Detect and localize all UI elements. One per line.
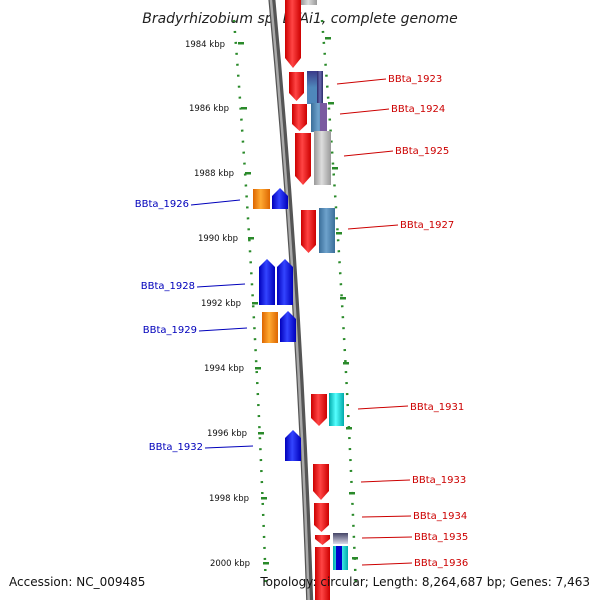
gene-label-bbta-1925[interactable]: BBta_1925: [395, 146, 449, 157]
gene-arrow-bbta-1928-b[interactable]: [277, 259, 293, 305]
scale-label-1986: 1986 kbp: [189, 104, 229, 114]
label-leaders: [190, 78, 413, 566]
scale-ticks: [238, 37, 358, 565]
gene-arrow-bbta-1927[interactable]: [301, 210, 316, 253]
gene-arrow-bbta-1925[interactable]: [295, 133, 311, 185]
scale-label-2000: 2000 kbp: [210, 559, 250, 569]
gene-label-bbta-1933[interactable]: BBta_1933: [412, 475, 466, 486]
gene-label-bbta-1932[interactable]: BBta_1932: [149, 442, 203, 453]
function-box-bbta-1931: [329, 393, 344, 426]
gene-label-bbta-1926[interactable]: BBta_1926: [135, 199, 189, 210]
gene-arrow-bbta-1928-a[interactable]: [259, 259, 275, 305]
scale-label-1984: 1984 kbp: [185, 40, 225, 50]
genome-summary-text: Topology: circular; Length: 8,264,687 bp…: [259, 575, 590, 589]
function-box-bbta-1935: [333, 533, 348, 544]
scale-label-1998: 1998 kbp: [209, 494, 249, 504]
gene-label-bbta-1936[interactable]: BBta_1936: [414, 558, 468, 569]
gene-labels: BBta_1923 BBta_1924 BBta_1925 BBta_1926 …: [135, 74, 468, 569]
gene-arrow-bbta-1924[interactable]: [292, 104, 307, 131]
gene-label-bbta-1935[interactable]: BBta_1935: [414, 532, 468, 543]
gene-label-bbta-1927[interactable]: BBta_1927: [400, 220, 454, 231]
scale-track-left: [232, 19, 268, 591]
gene-label-bbta-1929[interactable]: BBta_1929: [143, 325, 197, 336]
gene-arrow-bbta-1931[interactable]: [311, 394, 327, 426]
gene-arrow-bbta-1935[interactable]: [315, 535, 330, 545]
accession-text: Accession: NC_009485: [9, 575, 145, 589]
scale-label-1988: 1988 kbp: [194, 169, 234, 179]
scale-label-1994: 1994 kbp: [204, 364, 244, 374]
gene-arrow-bbta-1936[interactable]: [315, 547, 330, 600]
gene-arrow-bbta-1933[interactable]: [313, 464, 329, 500]
function-box-bbta-1925: [314, 131, 331, 185]
function-box-top: [301, 0, 317, 5]
reverse-genes: [253, 188, 301, 461]
gene-arrow-bbta-1923[interactable]: [289, 72, 304, 101]
gene-arrow-bbta-1934[interactable]: [314, 503, 329, 532]
function-box-bbta-1927: [319, 208, 335, 253]
gene-arrow-bbta-1932[interactable]: [285, 430, 301, 461]
forward-genes: [285, 0, 330, 600]
gene-label-bbta-1928[interactable]: BBta_1928: [141, 281, 195, 292]
scale-label-1996: 1996 kbp: [207, 429, 247, 439]
gene-label-bbta-1931[interactable]: BBta_1931: [410, 402, 464, 413]
scale-track-right: [320, 19, 358, 591]
gene-arrow-bbta-1926[interactable]: [272, 188, 288, 209]
function-box-bbta-1926: [253, 189, 270, 209]
function-box-bbta-1929: [262, 312, 278, 343]
gene-arrow-bbta-1929[interactable]: [280, 311, 296, 342]
forward-function-track: [301, 0, 348, 570]
scale-label-1990: 1990 kbp: [198, 234, 238, 244]
gene-label-bbta-1934[interactable]: BBta_1934: [413, 511, 467, 522]
gene-label-bbta-1924[interactable]: BBta_1924: [391, 104, 445, 115]
gene-label-bbta-1923[interactable]: BBta_1923: [388, 74, 442, 85]
gene-arrow-top[interactable]: [285, 0, 301, 68]
scale-label-1992: 1992 kbp: [201, 299, 241, 309]
scale-labels: 1984 kbp 1986 kbp 1988 kbp 1990 kbp 1992…: [185, 40, 250, 569]
